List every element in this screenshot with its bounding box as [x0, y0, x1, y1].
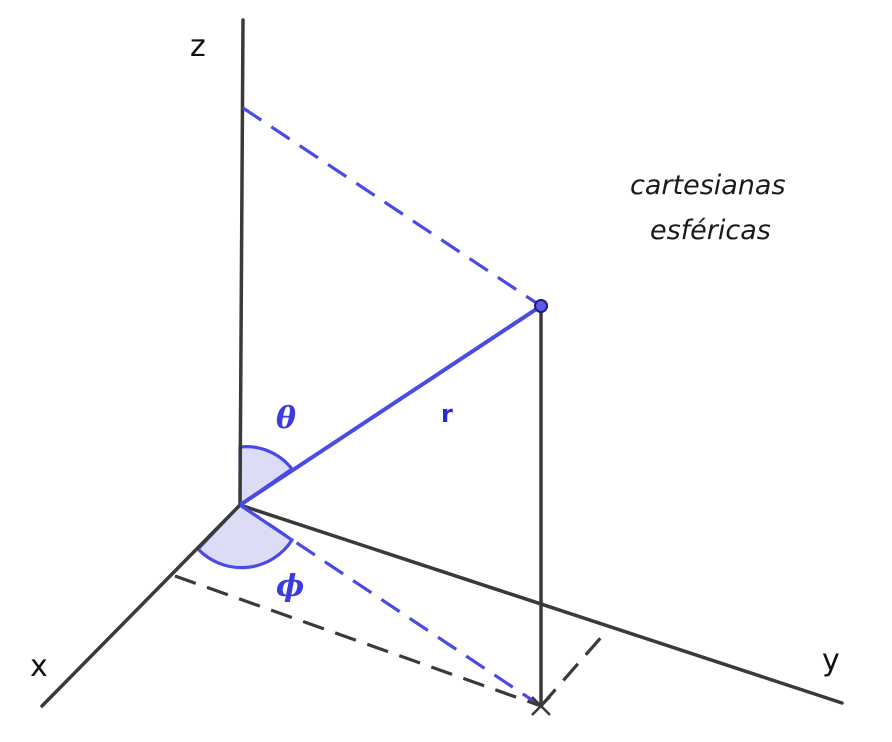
x-axis-label: x	[30, 649, 48, 684]
legend-esfericas: esféricas	[650, 215, 771, 246]
projection-foot-mark	[531, 696, 551, 716]
phi-angle-wedge	[195, 502, 295, 570]
z-axis-label: z	[190, 29, 206, 64]
y-projection-dash	[539, 632, 606, 708]
theta-label: θ	[276, 401, 296, 436]
radius-vector	[238, 304, 543, 507]
point-marker	[534, 299, 548, 313]
phi-label: ϕ	[276, 569, 304, 604]
radius-label: r	[441, 400, 453, 428]
z-projection-dash	[242, 106, 542, 308]
z-axis	[238, 18, 245, 507]
x-axis	[40, 503, 242, 708]
y-axis-label: y	[822, 643, 840, 678]
xy-radius-projection-dash	[239, 503, 542, 708]
x-projection-dash	[174, 574, 542, 708]
legend-cartesianas: cartesianas	[630, 170, 786, 201]
